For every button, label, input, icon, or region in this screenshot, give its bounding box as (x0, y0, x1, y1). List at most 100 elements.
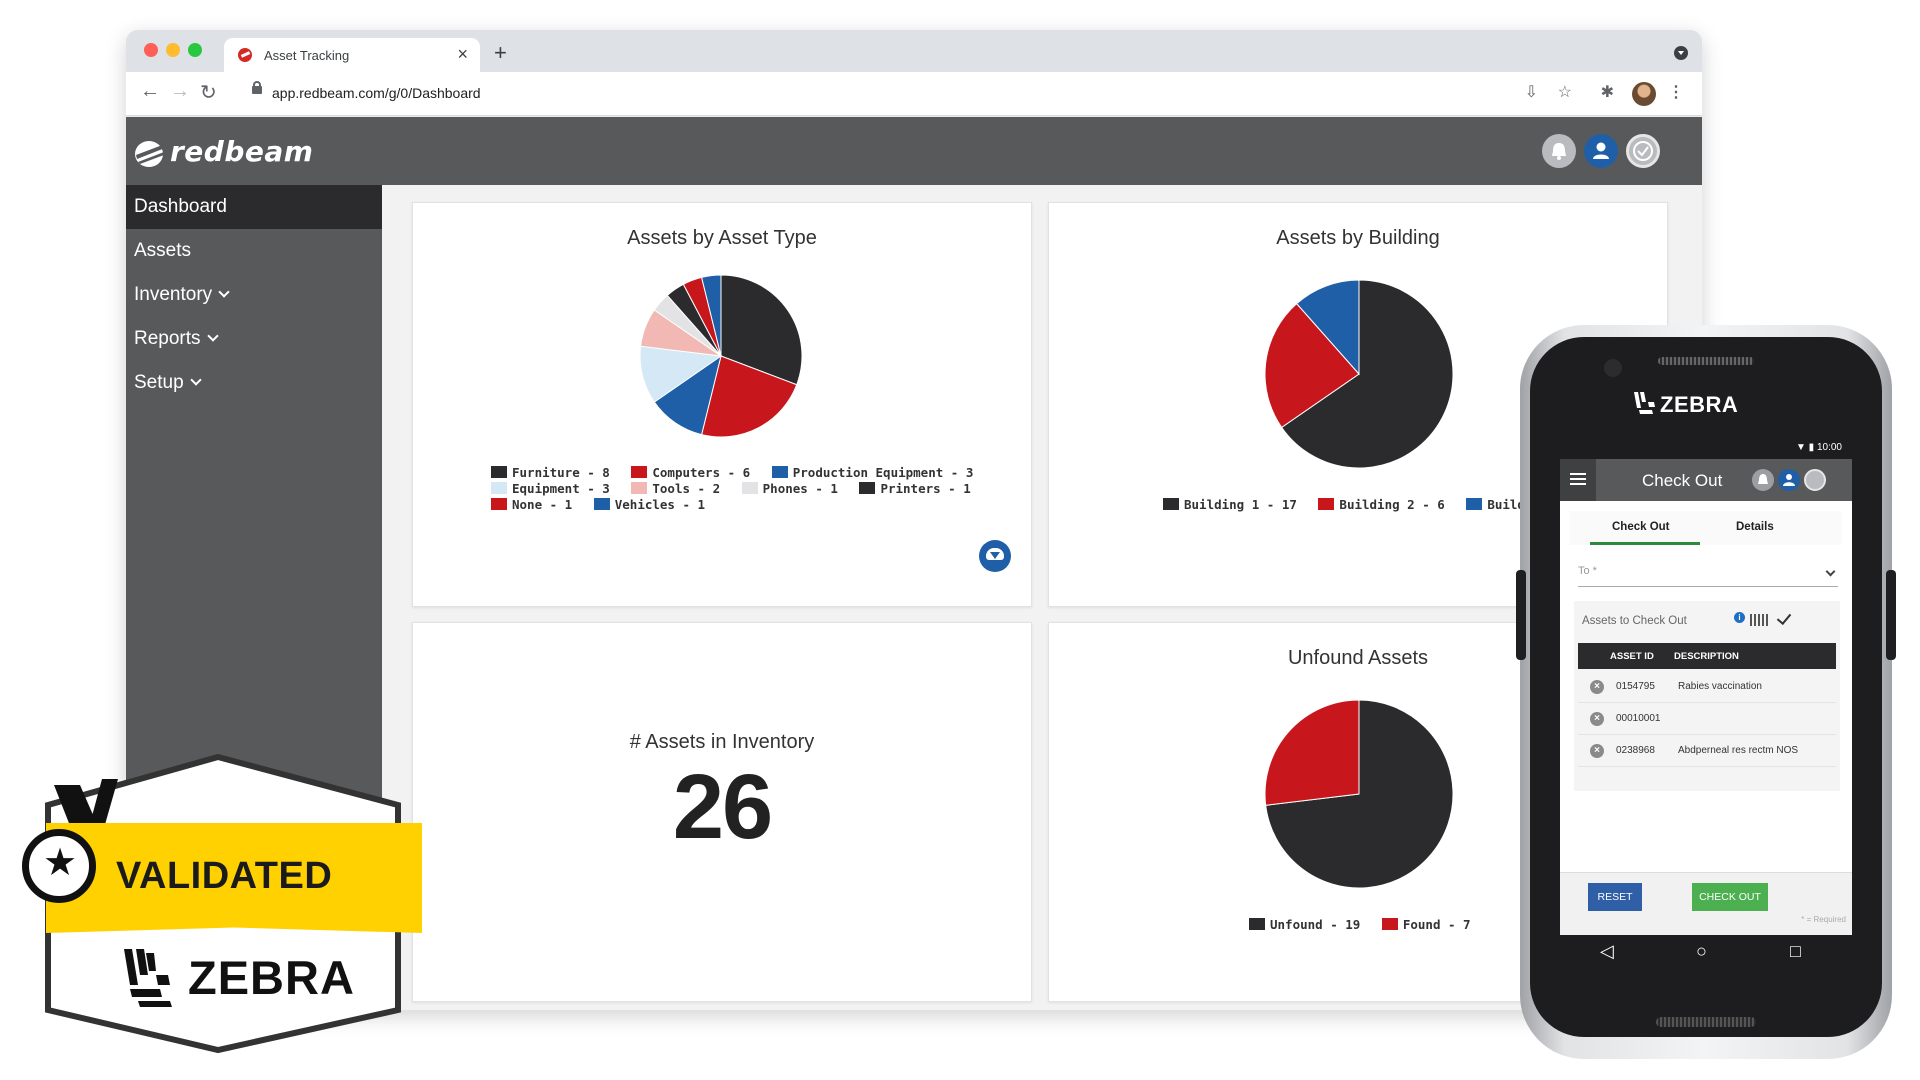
zebra-handheld-device: ZEBRA ▼ ▮ 10:00 Check Out (1516, 325, 1896, 1059)
legend-swatch (593, 498, 610, 510)
url-text: app.redbeam.com/g/0/Dashboard (272, 85, 481, 101)
address-bar[interactable]: app.redbeam.com/g/0/Dashboard (242, 78, 1542, 108)
reload-icon[interactable]: ↻ (200, 82, 217, 104)
tab-details[interactable]: Details (1736, 521, 1774, 533)
asset-id: 0238968 (1616, 745, 1655, 756)
chevron-down-icon (218, 286, 230, 298)
legend-swatch (859, 482, 876, 494)
legend-label: None - 1 (512, 497, 573, 512)
clock-text: 10:00 (1816, 442, 1842, 453)
to-select[interactable]: To * (1578, 565, 1838, 587)
pie-slice-found[interactable] (1264, 699, 1360, 806)
column-header: ASSET ID (1610, 651, 1654, 662)
hamburger-menu-button[interactable] (1560, 459, 1596, 501)
close-tab-icon[interactable]: × (457, 44, 468, 64)
chart-title: Assets by Asset Type (627, 227, 817, 249)
pie-slice-building-1[interactable] (1280, 279, 1454, 469)
browser-tab[interactable]: Asset Tracking × (224, 38, 480, 72)
tab-search-icon[interactable] (1674, 46, 1688, 60)
back-icon[interactable]: ← (140, 80, 160, 102)
info-icon[interactable]: i (1734, 612, 1745, 623)
legend-item: Furniture - 8 (491, 465, 610, 481)
bell-icon[interactable] (1542, 134, 1576, 168)
reset-button[interactable]: RESET (1588, 883, 1642, 911)
asset-id: 0154795 (1616, 681, 1655, 692)
legend-item: Building 1 - 17 (1163, 497, 1297, 513)
home-icon[interactable]: ○ (1696, 941, 1707, 961)
browser-menu-icon[interactable]: ⋮ (1668, 84, 1684, 101)
badge-zebra-text: ZEBRA (188, 951, 355, 1004)
table-row: × 0154795 Rabies vaccination (1578, 671, 1836, 703)
legend-swatch (1466, 498, 1483, 510)
inventory-title: # Assets in Inventory (629, 731, 815, 753)
browser-toolbar: ← → ↻ app.redbeam.com/g/0/Dashboard ⇩ ☆ … (126, 72, 1702, 116)
browser-window: Asset Tracking × + ← → ↻ app.redbeam.com… (126, 30, 1702, 1010)
legend-label: Furniture - 8 (512, 465, 610, 480)
pie-slice-furniture[interactable] (720, 274, 803, 386)
zebra-validated-badge: VALIDATED ★ ZEBRA (18, 745, 422, 1055)
back-icon[interactable]: ◁ (1600, 941, 1614, 961)
android-nav-bar: ◁ ○ □ (1560, 937, 1852, 967)
remove-icon[interactable]: × (1590, 712, 1604, 726)
lock-icon (252, 81, 262, 94)
asset-description: Rabies vaccination (1678, 681, 1762, 692)
new-tab-icon[interactable]: + (494, 40, 507, 65)
sidebar-item-dashboard[interactable]: Dashboard (126, 185, 382, 229)
close-window-button[interactable] (144, 43, 158, 57)
sidebar-item-assets[interactable]: Assets (126, 229, 382, 273)
legend-item: Computers - 6 (631, 465, 750, 481)
phone-brand-text: ZEBRA (1660, 392, 1739, 417)
legend-item: Production Equipment - 3 (771, 465, 973, 481)
remove-icon[interactable]: × (1590, 680, 1604, 694)
extensions-icon[interactable]: ✱ (1600, 84, 1614, 101)
forward-icon[interactable]: → (170, 80, 190, 102)
pie-slice-vehicles[interactable] (701, 274, 722, 357)
sidebar-item-reports[interactable]: Reports (126, 317, 382, 361)
check-icon[interactable] (1776, 609, 1792, 626)
sidebar-item-inventory[interactable]: Inventory (126, 273, 382, 317)
install-app-icon[interactable]: ⇩ (1524, 84, 1538, 101)
minimize-window-button[interactable] (166, 43, 180, 57)
status-icon[interactable] (1626, 134, 1660, 168)
pie-slice-computers[interactable] (701, 355, 798, 438)
asset-description: Abdperneal res rectm NOS (1678, 745, 1799, 756)
bell-icon[interactable] (1752, 469, 1774, 491)
badge-ribbon (46, 823, 422, 933)
cloud-download-icon[interactable] (979, 540, 1011, 572)
check-out-button[interactable]: CHECK OUT (1692, 883, 1768, 911)
profile-avatar[interactable] (1632, 82, 1656, 106)
wifi-icon: ▼ (1795, 442, 1806, 453)
tab-check-out[interactable]: Check Out (1612, 521, 1670, 533)
status-bar: ▼ ▮ 10:00 (1560, 437, 1852, 459)
legend-label: Unfound - 19 (1270, 917, 1361, 932)
remove-icon[interactable]: × (1590, 744, 1604, 758)
pie-slice-building-3[interactable] (1295, 279, 1360, 376)
user-icon[interactable] (1778, 469, 1800, 491)
sidebar-item-label: Assets (134, 240, 192, 261)
bookmark-star-icon[interactable]: ☆ (1557, 84, 1572, 101)
assets-panel: Assets to Check Out i ASSET ID DESCRIPTI… (1574, 601, 1840, 791)
legend-swatch (631, 482, 648, 494)
maximize-window-button[interactable] (188, 43, 202, 57)
barcode-icon[interactable] (1750, 614, 1768, 626)
legend-swatch (1163, 498, 1179, 510)
mobile-tabs: Check Out Details (1570, 511, 1842, 545)
side-scan-button[interactable] (1516, 570, 1526, 660)
column-header: DESCRIPTION (1674, 651, 1739, 662)
zebra-head-icon (124, 949, 172, 1007)
status-icon[interactable] (1804, 469, 1826, 491)
chevron-down-icon (1825, 566, 1836, 577)
legend-item: Equipment - 3 (491, 481, 610, 497)
legend-item: Tools - 2 (631, 481, 720, 497)
recents-icon[interactable]: □ (1790, 941, 1801, 961)
legend-label: Building 1 - 17 (1184, 497, 1297, 512)
user-icon[interactable] (1584, 134, 1618, 168)
legend-item: Phones - 1 (741, 481, 838, 497)
pie-slice-building-2[interactable] (1264, 302, 1360, 429)
asset-type-legend: Furniture - 8 Computers - 6 Production E… (491, 465, 987, 513)
tab-title: Asset Tracking (264, 48, 350, 63)
asset-type-card: Assets by Asset Type Furniture - 8 Compu… (412, 202, 1032, 607)
sidebar-item-setup[interactable]: Setup (126, 361, 382, 405)
unfound-legend: Unfound - 19 Found - 7 (1249, 917, 1485, 933)
side-scan-button[interactable] (1886, 570, 1896, 660)
